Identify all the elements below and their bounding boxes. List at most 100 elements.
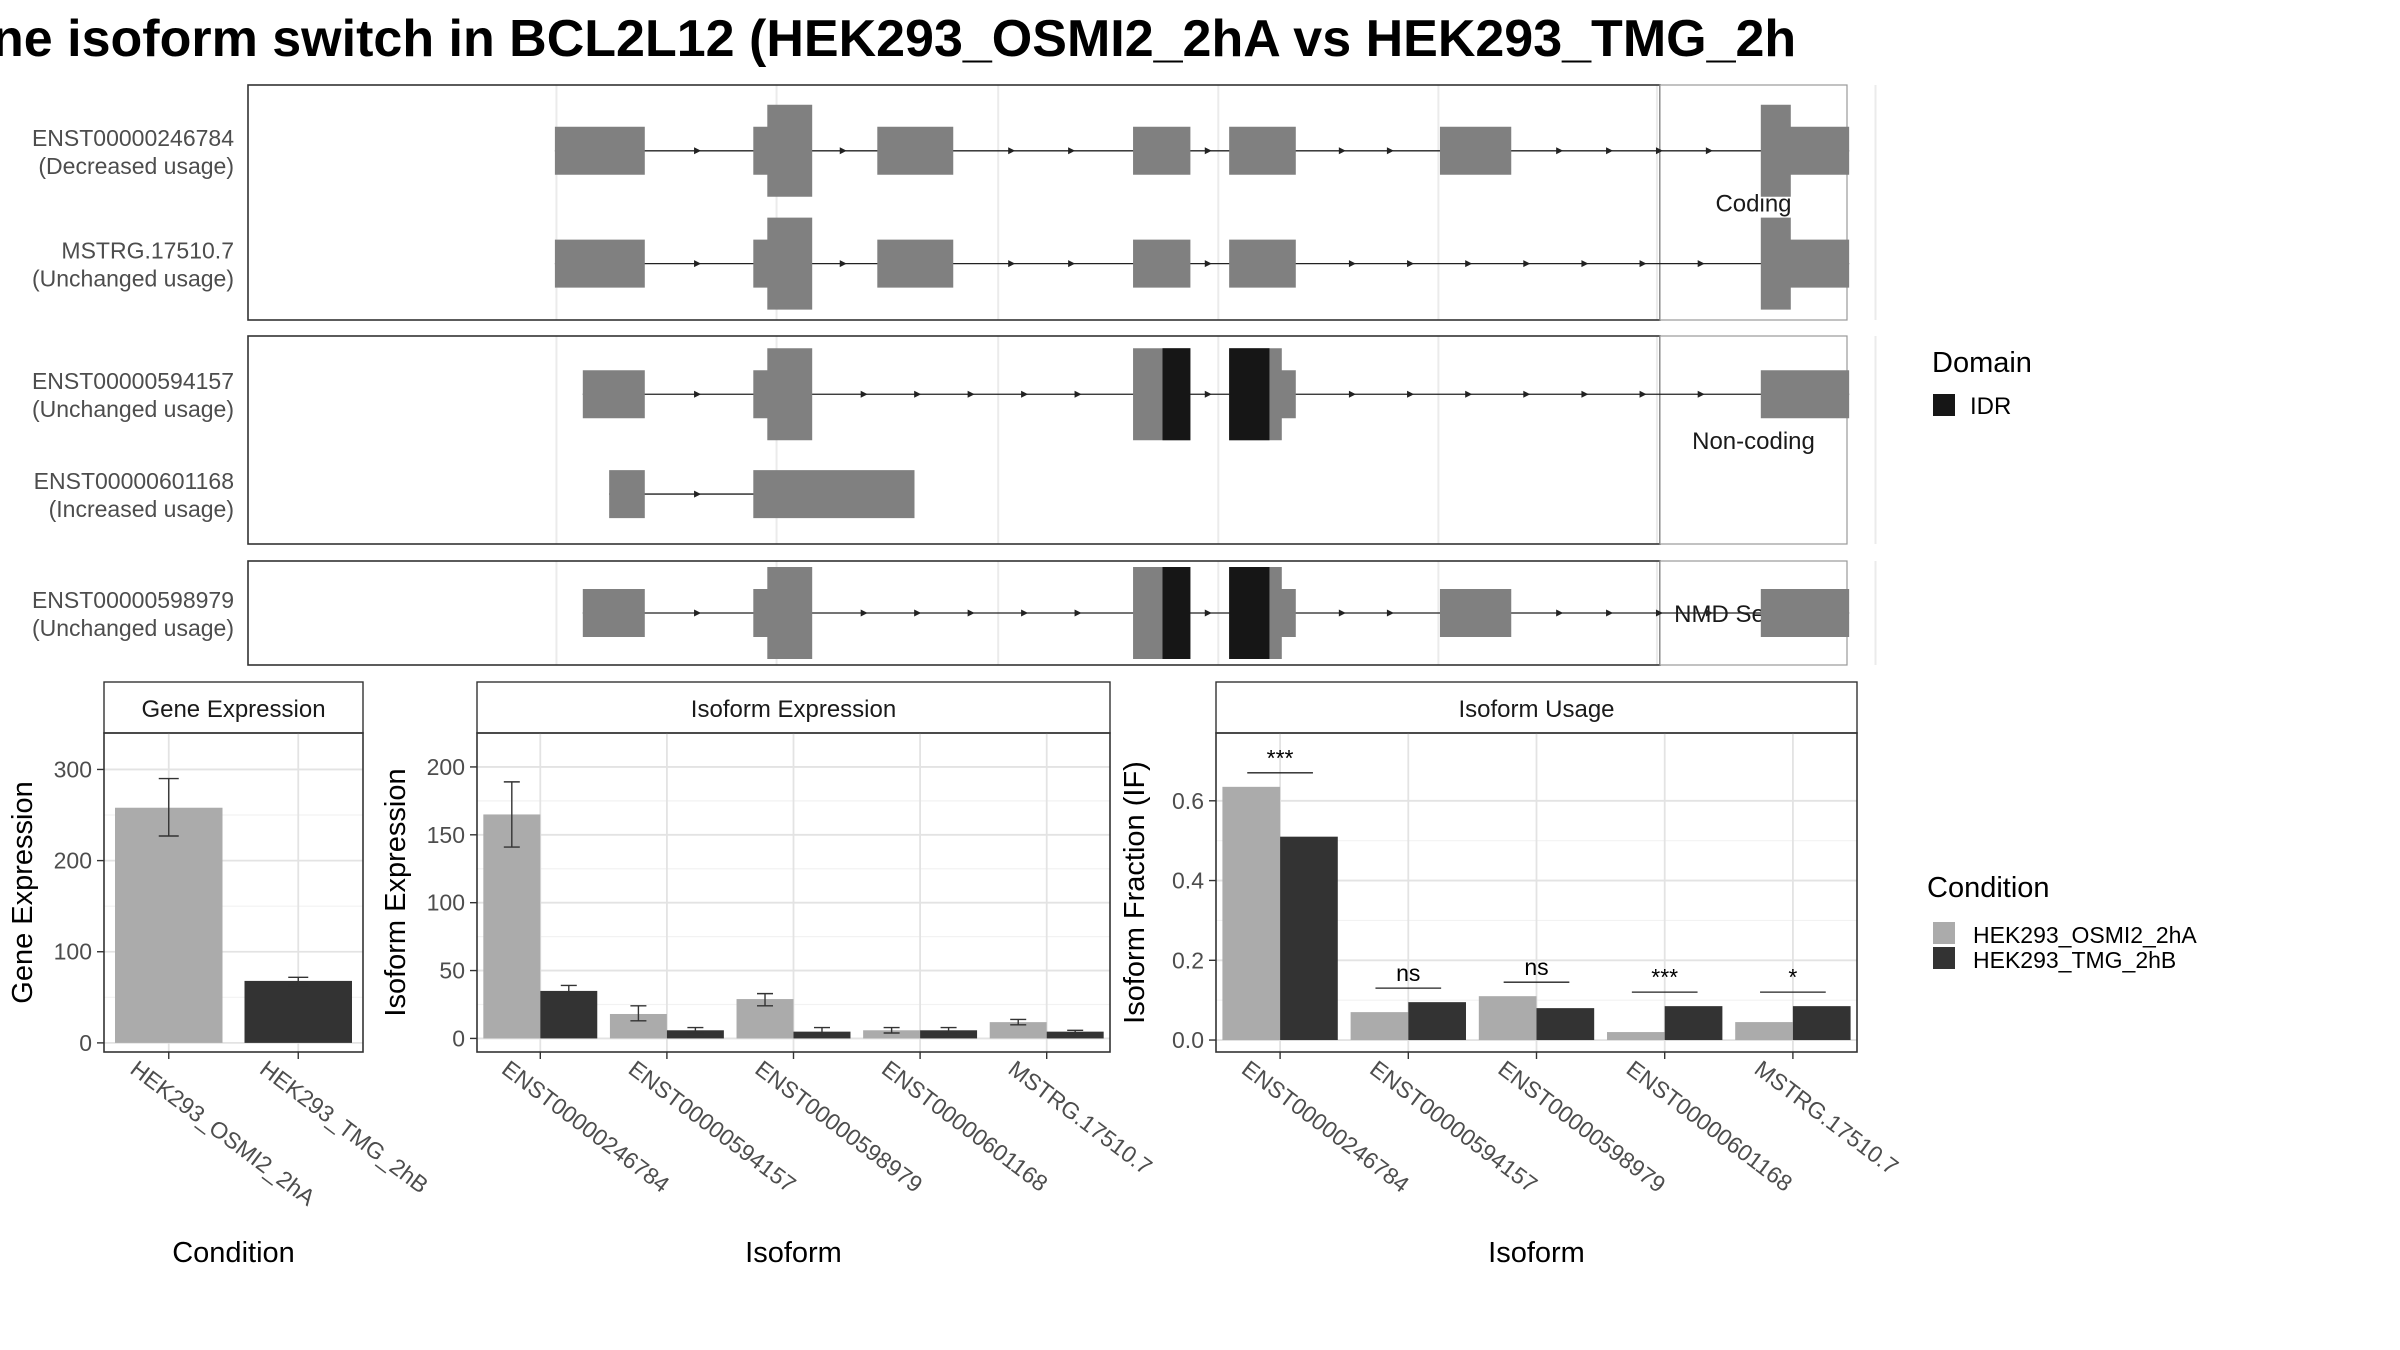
y-axis-label: Isoform Fraction (IF) <box>1119 761 1151 1024</box>
condition-legend-swatch <box>1933 947 1955 969</box>
significance-label: *** <box>1267 745 1294 771</box>
isoform-name: ENST00000594157 <box>32 368 234 394</box>
chart-title: Isoform Usage <box>1458 696 1614 723</box>
x-axis-label: Isoform <box>745 1237 842 1269</box>
significance-label: ns <box>1524 954 1548 980</box>
isoform-usage-label: (Unchanged usage) <box>32 266 234 292</box>
intron-arrow <box>1204 390 1212 398</box>
bar <box>989 1022 1047 1039</box>
exon <box>554 126 645 175</box>
y-tick-label: 100 <box>427 890 465 916</box>
exon <box>1229 126 1296 175</box>
idr-domain <box>1162 567 1191 659</box>
exon <box>1760 370 1850 419</box>
panel-background <box>248 336 1660 544</box>
panel-background <box>248 85 1660 320</box>
exon <box>753 217 813 310</box>
isoform-track: ENST00000601168(Increased usage) <box>34 468 915 522</box>
y-tick-label: 0.6 <box>1172 788 1204 814</box>
isoform-usage-label: (Unchanged usage) <box>32 615 234 641</box>
isoform-track: MSTRG.17510.7(Unchanged usage) <box>32 217 1850 310</box>
y-tick-label: 0.4 <box>1172 868 1204 894</box>
domain-legend-title: Domain <box>1932 347 2032 379</box>
bar <box>1222 786 1281 1041</box>
y-tick-label: 50 <box>439 958 465 984</box>
isoform-name: MSTRG.17510.7 <box>61 238 234 264</box>
figure-title: ne isoform switch in BCL2L12 (HEK293_OSM… <box>0 10 1796 68</box>
condition-legend-label: HEK293_TMG_2hB <box>1973 947 2176 973</box>
exon <box>609 470 645 519</box>
domain-legend-label: IDR <box>1970 393 2011 420</box>
y-tick-label: 0.0 <box>1172 1027 1204 1053</box>
y-tick-label: 200 <box>427 754 465 780</box>
bar <box>1664 1006 1723 1041</box>
condition-legend-swatch <box>1933 922 1955 944</box>
bar <box>1478 996 1537 1041</box>
domain-legend: Domain IDR <box>1932 347 2032 420</box>
exon <box>1760 589 1850 637</box>
y-tick-label: 300 <box>54 756 92 782</box>
bar <box>1607 1032 1665 1041</box>
isoform-name: ENST00000246784 <box>32 125 234 151</box>
domain-legend-swatch <box>1933 394 1955 416</box>
intron-arrow <box>1697 390 1705 398</box>
intron-arrow <box>1639 260 1647 268</box>
error-bar <box>503 781 520 848</box>
exon <box>753 470 915 519</box>
exon <box>1439 589 1512 637</box>
intron-arrow <box>1697 260 1705 268</box>
y-tick-label: 0 <box>79 1030 92 1056</box>
y-tick-label: 150 <box>427 822 465 848</box>
intron-arrow <box>1705 609 1713 617</box>
isoform-name: ENST00000601168 <box>34 468 234 494</box>
isoform-usage-label: (Unchanged usage) <box>32 396 234 422</box>
intron-arrow <box>1581 260 1589 268</box>
bar <box>540 990 598 1039</box>
isoform-track: ENST00000246784(Decreased usage) <box>32 104 1850 197</box>
exon <box>1439 126 1512 175</box>
exon <box>1760 104 1850 197</box>
intron-arrow <box>967 390 975 398</box>
exon <box>554 239 645 288</box>
error-bar <box>813 1026 830 1036</box>
isoform-track: ENST00000594157(Unchanged usage) <box>32 348 1850 441</box>
expression-charts: Gene Expression0100200300HEK293_OSMI2_2h… <box>7 681 1903 1269</box>
intron-arrow <box>1386 147 1394 155</box>
exon <box>1133 239 1191 288</box>
intron-arrow <box>1021 390 1029 398</box>
intron-arrow <box>1068 147 1076 155</box>
intron-arrow <box>1021 609 1029 617</box>
error-bar <box>687 1026 704 1034</box>
intron-arrow <box>967 609 975 617</box>
idr-domain <box>1229 567 1270 659</box>
error-bar <box>940 1026 957 1036</box>
intron-arrow <box>1068 260 1076 268</box>
intron-arrow <box>1639 390 1647 398</box>
intron-arrow <box>860 609 868 617</box>
isoform-usage-label: (Decreased usage) <box>38 153 234 179</box>
significance-label: *** <box>1651 964 1678 990</box>
intron-arrow <box>1606 609 1614 617</box>
intron-arrow <box>1655 147 1663 155</box>
error-bar <box>757 992 774 1007</box>
intron-arrow <box>694 147 702 155</box>
x-axis-label: Isoform <box>1488 1237 1585 1269</box>
bar <box>666 1030 724 1039</box>
bar <box>1536 1008 1595 1041</box>
bar <box>483 814 541 1039</box>
exon <box>1229 239 1296 288</box>
bar <box>1280 836 1338 1041</box>
error-bar <box>1010 1018 1027 1026</box>
bar <box>1046 1031 1104 1039</box>
bar <box>1792 1006 1851 1041</box>
error-bar <box>1067 1029 1084 1034</box>
y-tick-label: 0 <box>452 1025 465 1051</box>
intron-arrow <box>1204 260 1212 268</box>
error-bar <box>158 777 179 837</box>
